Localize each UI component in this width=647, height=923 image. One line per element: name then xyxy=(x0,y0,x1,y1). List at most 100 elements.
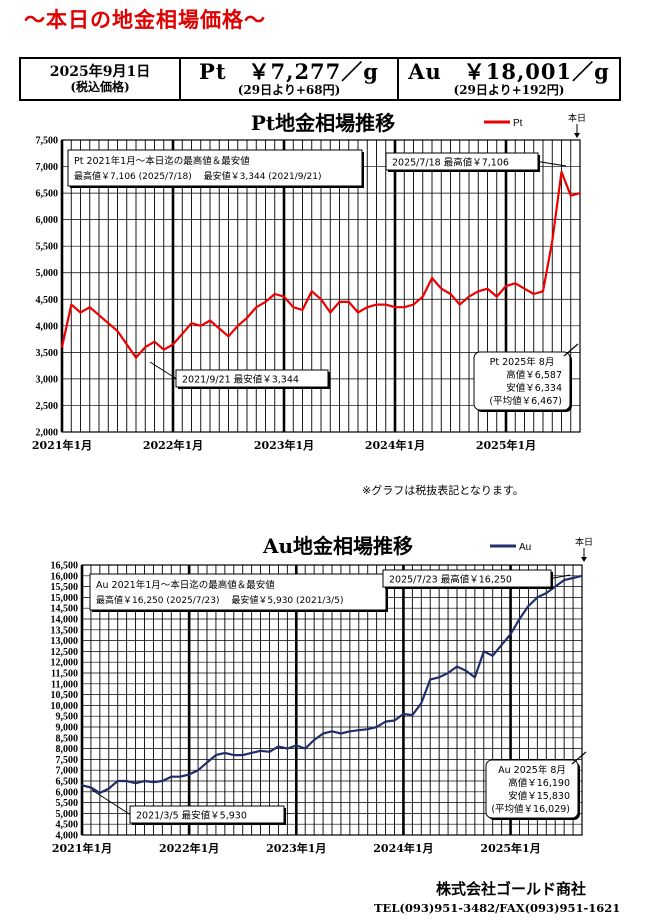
data-point xyxy=(331,730,333,733)
date-cell: 2025年9月1日 (税込価格) xyxy=(21,59,181,99)
data-point xyxy=(338,301,341,303)
data-point xyxy=(514,282,517,285)
month-box-pointer xyxy=(563,343,579,357)
data-point xyxy=(152,781,155,783)
y-tick-label: 8,500 xyxy=(56,733,79,744)
data-point xyxy=(536,596,539,599)
x-tick-label: 2025年1月 xyxy=(476,438,536,452)
data-point xyxy=(135,356,137,359)
month-box-line: (平均値￥16,029) xyxy=(491,803,570,815)
y-tick-label: 6,500 xyxy=(56,777,79,788)
month-box-line: 高値￥16,190 xyxy=(508,777,570,789)
x-tick-label: 2022年1月 xyxy=(159,841,219,855)
data-point xyxy=(393,719,396,722)
data-point xyxy=(199,324,202,327)
high-callout-pointer xyxy=(550,574,571,579)
data-point xyxy=(468,295,470,298)
data-point xyxy=(532,293,535,295)
y-tick-label: 15,000 xyxy=(51,593,79,604)
y-tick-label: 7,500 xyxy=(56,755,79,766)
high-callout-text: 2025/7/23 最高値￥16,250 xyxy=(389,574,512,586)
data-point xyxy=(402,713,405,715)
y-tick-label: 14,000 xyxy=(51,615,79,626)
data-point xyxy=(347,301,350,303)
data-point xyxy=(542,290,544,293)
au-chart: Au地金相場推移4,0004,5005,0005,5006,0006,5007,… xyxy=(51,534,594,855)
data-point xyxy=(348,730,351,733)
au-price-cell: Au ￥18,001／g (29日より+192円) xyxy=(399,59,619,99)
data-point xyxy=(329,311,332,314)
data-point xyxy=(322,732,324,735)
data-point xyxy=(320,298,322,301)
y-tick-label: 16,500 xyxy=(51,561,79,572)
x-tick-label: 2021年1月 xyxy=(52,841,112,855)
data-point xyxy=(179,775,182,778)
data-point xyxy=(394,306,396,309)
month-box-line: Au 2025年 8月 xyxy=(498,764,566,776)
data-point xyxy=(357,729,360,732)
range-box xyxy=(67,149,363,187)
y-tick-label: 9,500 xyxy=(56,712,79,723)
low-callout-pointer xyxy=(149,361,177,379)
y-tick-label: 11,500 xyxy=(51,669,78,680)
data-point xyxy=(518,618,521,620)
data-point xyxy=(250,752,253,754)
data-point xyxy=(505,285,507,287)
today-arrowhead xyxy=(581,557,587,562)
y-tick-label: 5,000 xyxy=(36,268,59,279)
data-point xyxy=(563,579,566,582)
x-tick-label: 2024年1月 xyxy=(373,841,433,855)
data-point xyxy=(473,676,476,679)
data-point xyxy=(144,346,147,348)
au-price: Au ￥18,001／g xyxy=(408,59,610,84)
data-point xyxy=(523,287,526,290)
data-point xyxy=(190,322,193,325)
data-point xyxy=(79,311,82,314)
data-point xyxy=(412,303,415,306)
data-point xyxy=(125,780,128,782)
data-point xyxy=(246,316,248,319)
data-point xyxy=(286,747,289,750)
data-point xyxy=(340,732,342,735)
data-point xyxy=(581,574,583,577)
data-point xyxy=(375,726,378,728)
data-point xyxy=(384,720,387,723)
data-point xyxy=(162,348,165,351)
data-point xyxy=(277,745,280,748)
data-point xyxy=(107,787,110,790)
data-point xyxy=(495,295,498,298)
data-point xyxy=(449,293,452,295)
data-point xyxy=(273,293,276,295)
y-tick-label: 4,500 xyxy=(56,820,79,831)
data-point xyxy=(554,585,557,588)
data-point xyxy=(572,577,574,579)
high-callout-pointer xyxy=(537,161,567,167)
month-box-line: 安値￥15,830 xyxy=(508,790,570,802)
data-point xyxy=(411,714,414,717)
low-callout-text: 2021/9/21 最安値￥3,344 xyxy=(182,374,299,386)
data-point xyxy=(420,702,423,705)
y-tick-label: 15,500 xyxy=(51,582,79,593)
low-callout-pointer xyxy=(91,789,131,815)
range-box-values: 最高値￥16,250 (2025/7/23) 最安値￥5,930 (2021/3… xyxy=(96,594,343,606)
y-tick-label: 7,000 xyxy=(56,766,79,777)
data-point xyxy=(447,672,449,674)
pt-price-cell: Pt ￥7,277／g (29日より+68円) xyxy=(181,59,399,99)
data-point xyxy=(125,343,128,346)
data-point xyxy=(264,301,267,303)
data-point xyxy=(295,744,298,747)
y-tick-label: 5,000 xyxy=(56,809,79,820)
data-point xyxy=(232,754,235,756)
data-point xyxy=(491,654,494,657)
data-point xyxy=(458,303,461,306)
today-arrowhead xyxy=(574,133,580,138)
y-tick-label: 10,500 xyxy=(51,690,79,701)
pt-change: (29日より+68円) xyxy=(237,83,341,97)
y-tick-label: 5,500 xyxy=(56,798,79,809)
y-tick-label: 8,000 xyxy=(56,744,79,755)
data-point xyxy=(283,295,285,298)
range-box xyxy=(89,573,387,611)
price-date: 2025年9月1日 xyxy=(49,63,151,80)
data-point xyxy=(366,306,369,309)
